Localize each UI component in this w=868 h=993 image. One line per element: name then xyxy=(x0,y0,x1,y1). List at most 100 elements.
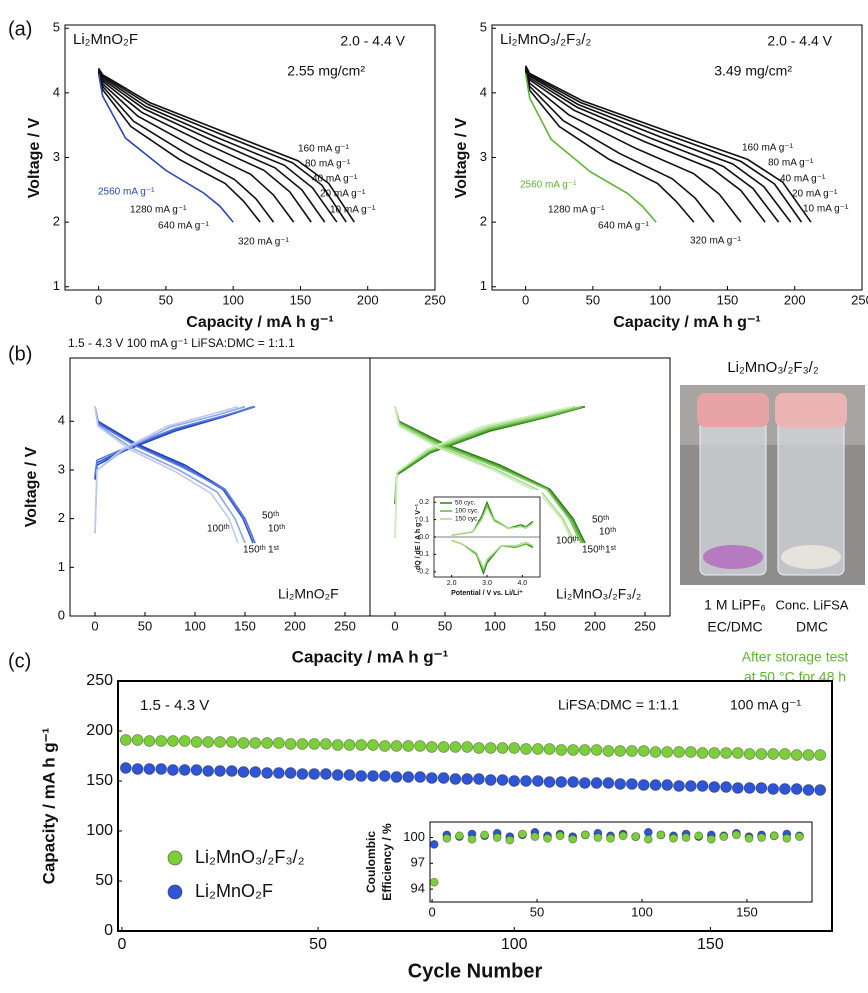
x-tick-label: 0 xyxy=(428,904,435,919)
series-line xyxy=(94,405,239,544)
data-point xyxy=(143,735,156,747)
data-point xyxy=(190,764,203,776)
data-point xyxy=(296,768,309,780)
data-point xyxy=(178,735,191,747)
data-point xyxy=(178,764,191,776)
series-label: 1ˢᵗ xyxy=(605,545,616,556)
chart-title: Li₂MnO₃/₂F₃/₂ xyxy=(500,31,592,48)
y-tick-label: 100 xyxy=(86,822,113,839)
series-label: 80 mA g⁻¹ xyxy=(305,159,351,170)
data-point xyxy=(484,742,497,754)
data-point xyxy=(429,877,439,887)
series-line xyxy=(97,72,261,223)
data-point xyxy=(429,840,439,849)
data-point xyxy=(757,833,766,842)
x-tick-label: 2.0 xyxy=(447,580,457,587)
data-point xyxy=(631,832,641,841)
data-point xyxy=(531,743,544,755)
data-point xyxy=(567,776,579,788)
annotation: 100 mA g⁻¹ xyxy=(730,697,802,713)
photo-note: After storage test xyxy=(742,649,849,665)
annotation: 1.5 - 4.3 V xyxy=(140,697,209,714)
series-label: 20 mA g⁻¹ xyxy=(792,189,838,200)
data-point xyxy=(555,776,568,788)
data-point xyxy=(767,748,780,760)
data-point xyxy=(814,784,827,796)
y-tick-label: 3 xyxy=(58,461,65,476)
x-tick-label: 200 xyxy=(357,292,379,307)
series-line xyxy=(394,405,574,544)
x-axis-label: Capacity / mA h g⁻¹ xyxy=(186,314,333,331)
data-point xyxy=(308,738,321,750)
data-point xyxy=(743,782,756,794)
data-point xyxy=(454,831,464,841)
data-point xyxy=(202,736,215,748)
series-label: 150ᵗʰ xyxy=(582,545,605,556)
data-point xyxy=(782,833,792,843)
x-tick-label: 4.0 xyxy=(517,580,527,587)
data-point xyxy=(131,734,144,746)
data-point xyxy=(143,763,156,775)
y-tick-label: 0.1 xyxy=(419,516,429,523)
data-point xyxy=(567,744,579,756)
data-point xyxy=(555,744,568,756)
y-tick-label: 2 xyxy=(480,214,487,229)
data-point xyxy=(681,833,691,842)
data-point xyxy=(543,743,556,755)
y-tick-label: 0 xyxy=(58,607,65,622)
x-tick-label: 100 xyxy=(184,618,206,633)
data-point xyxy=(769,831,779,841)
data-point xyxy=(795,832,804,841)
y-tick-label: 1 xyxy=(58,559,65,574)
data-point xyxy=(802,749,815,761)
annotation: 2.0 - 4.4 V xyxy=(767,33,832,49)
series-label: 160 mA g⁻¹ xyxy=(298,144,350,155)
data-point xyxy=(637,779,650,791)
series-line xyxy=(97,70,312,223)
data-point xyxy=(520,775,532,787)
series-label: 40 mA g⁻¹ xyxy=(780,174,826,185)
data-point xyxy=(155,735,168,747)
annotation: 2.0 - 4.4 V xyxy=(340,33,405,49)
series-label: 50ᵗʰ xyxy=(592,515,609,526)
y-axis-label: dQ / dE / A h g⁻¹ V⁻¹ xyxy=(415,503,422,570)
data-point xyxy=(593,833,603,842)
data-point xyxy=(214,736,226,748)
y-tick-label: 4 xyxy=(53,84,60,99)
liquid xyxy=(703,545,763,569)
x-tick-label: 150 xyxy=(234,618,256,633)
data-point xyxy=(202,765,215,777)
y-tick-label: 2 xyxy=(53,214,60,229)
data-point xyxy=(755,782,768,794)
data-point xyxy=(449,741,462,753)
photo-title: Li₂MnO₃/₂F₃/₂ xyxy=(727,359,819,376)
data-point xyxy=(673,746,685,758)
x-tick-label: 150 xyxy=(290,292,312,307)
data-point xyxy=(531,775,544,787)
y-tick-label: 0 xyxy=(104,922,113,939)
data-point xyxy=(249,737,262,749)
data-point xyxy=(720,747,732,759)
x-tick-label: 150 xyxy=(736,904,758,919)
data-point xyxy=(308,768,321,780)
panel-label: (c) xyxy=(8,650,31,672)
data-point xyxy=(378,740,391,752)
plot-frame xyxy=(369,357,671,617)
data-point xyxy=(732,830,741,840)
series-label: 2560 mA g⁻¹ xyxy=(520,180,577,191)
data-point xyxy=(708,781,721,793)
data-point xyxy=(237,737,250,749)
data-point xyxy=(296,738,309,750)
data-point xyxy=(669,833,678,843)
data-point xyxy=(720,781,732,793)
data-point xyxy=(614,778,627,790)
x-tick-label: 100 xyxy=(222,292,244,307)
y-tick-label: 200 xyxy=(86,722,113,739)
data-point xyxy=(331,739,344,751)
photo-label: 1 M LiPF₆ xyxy=(704,597,766,613)
subtitle: 1.5 - 4.3 V 100 mA g⁻¹ LiFSA:DMC = 1:1.1 xyxy=(68,336,295,350)
data-point xyxy=(694,831,704,841)
data-point xyxy=(190,736,203,748)
data-point xyxy=(425,741,438,753)
